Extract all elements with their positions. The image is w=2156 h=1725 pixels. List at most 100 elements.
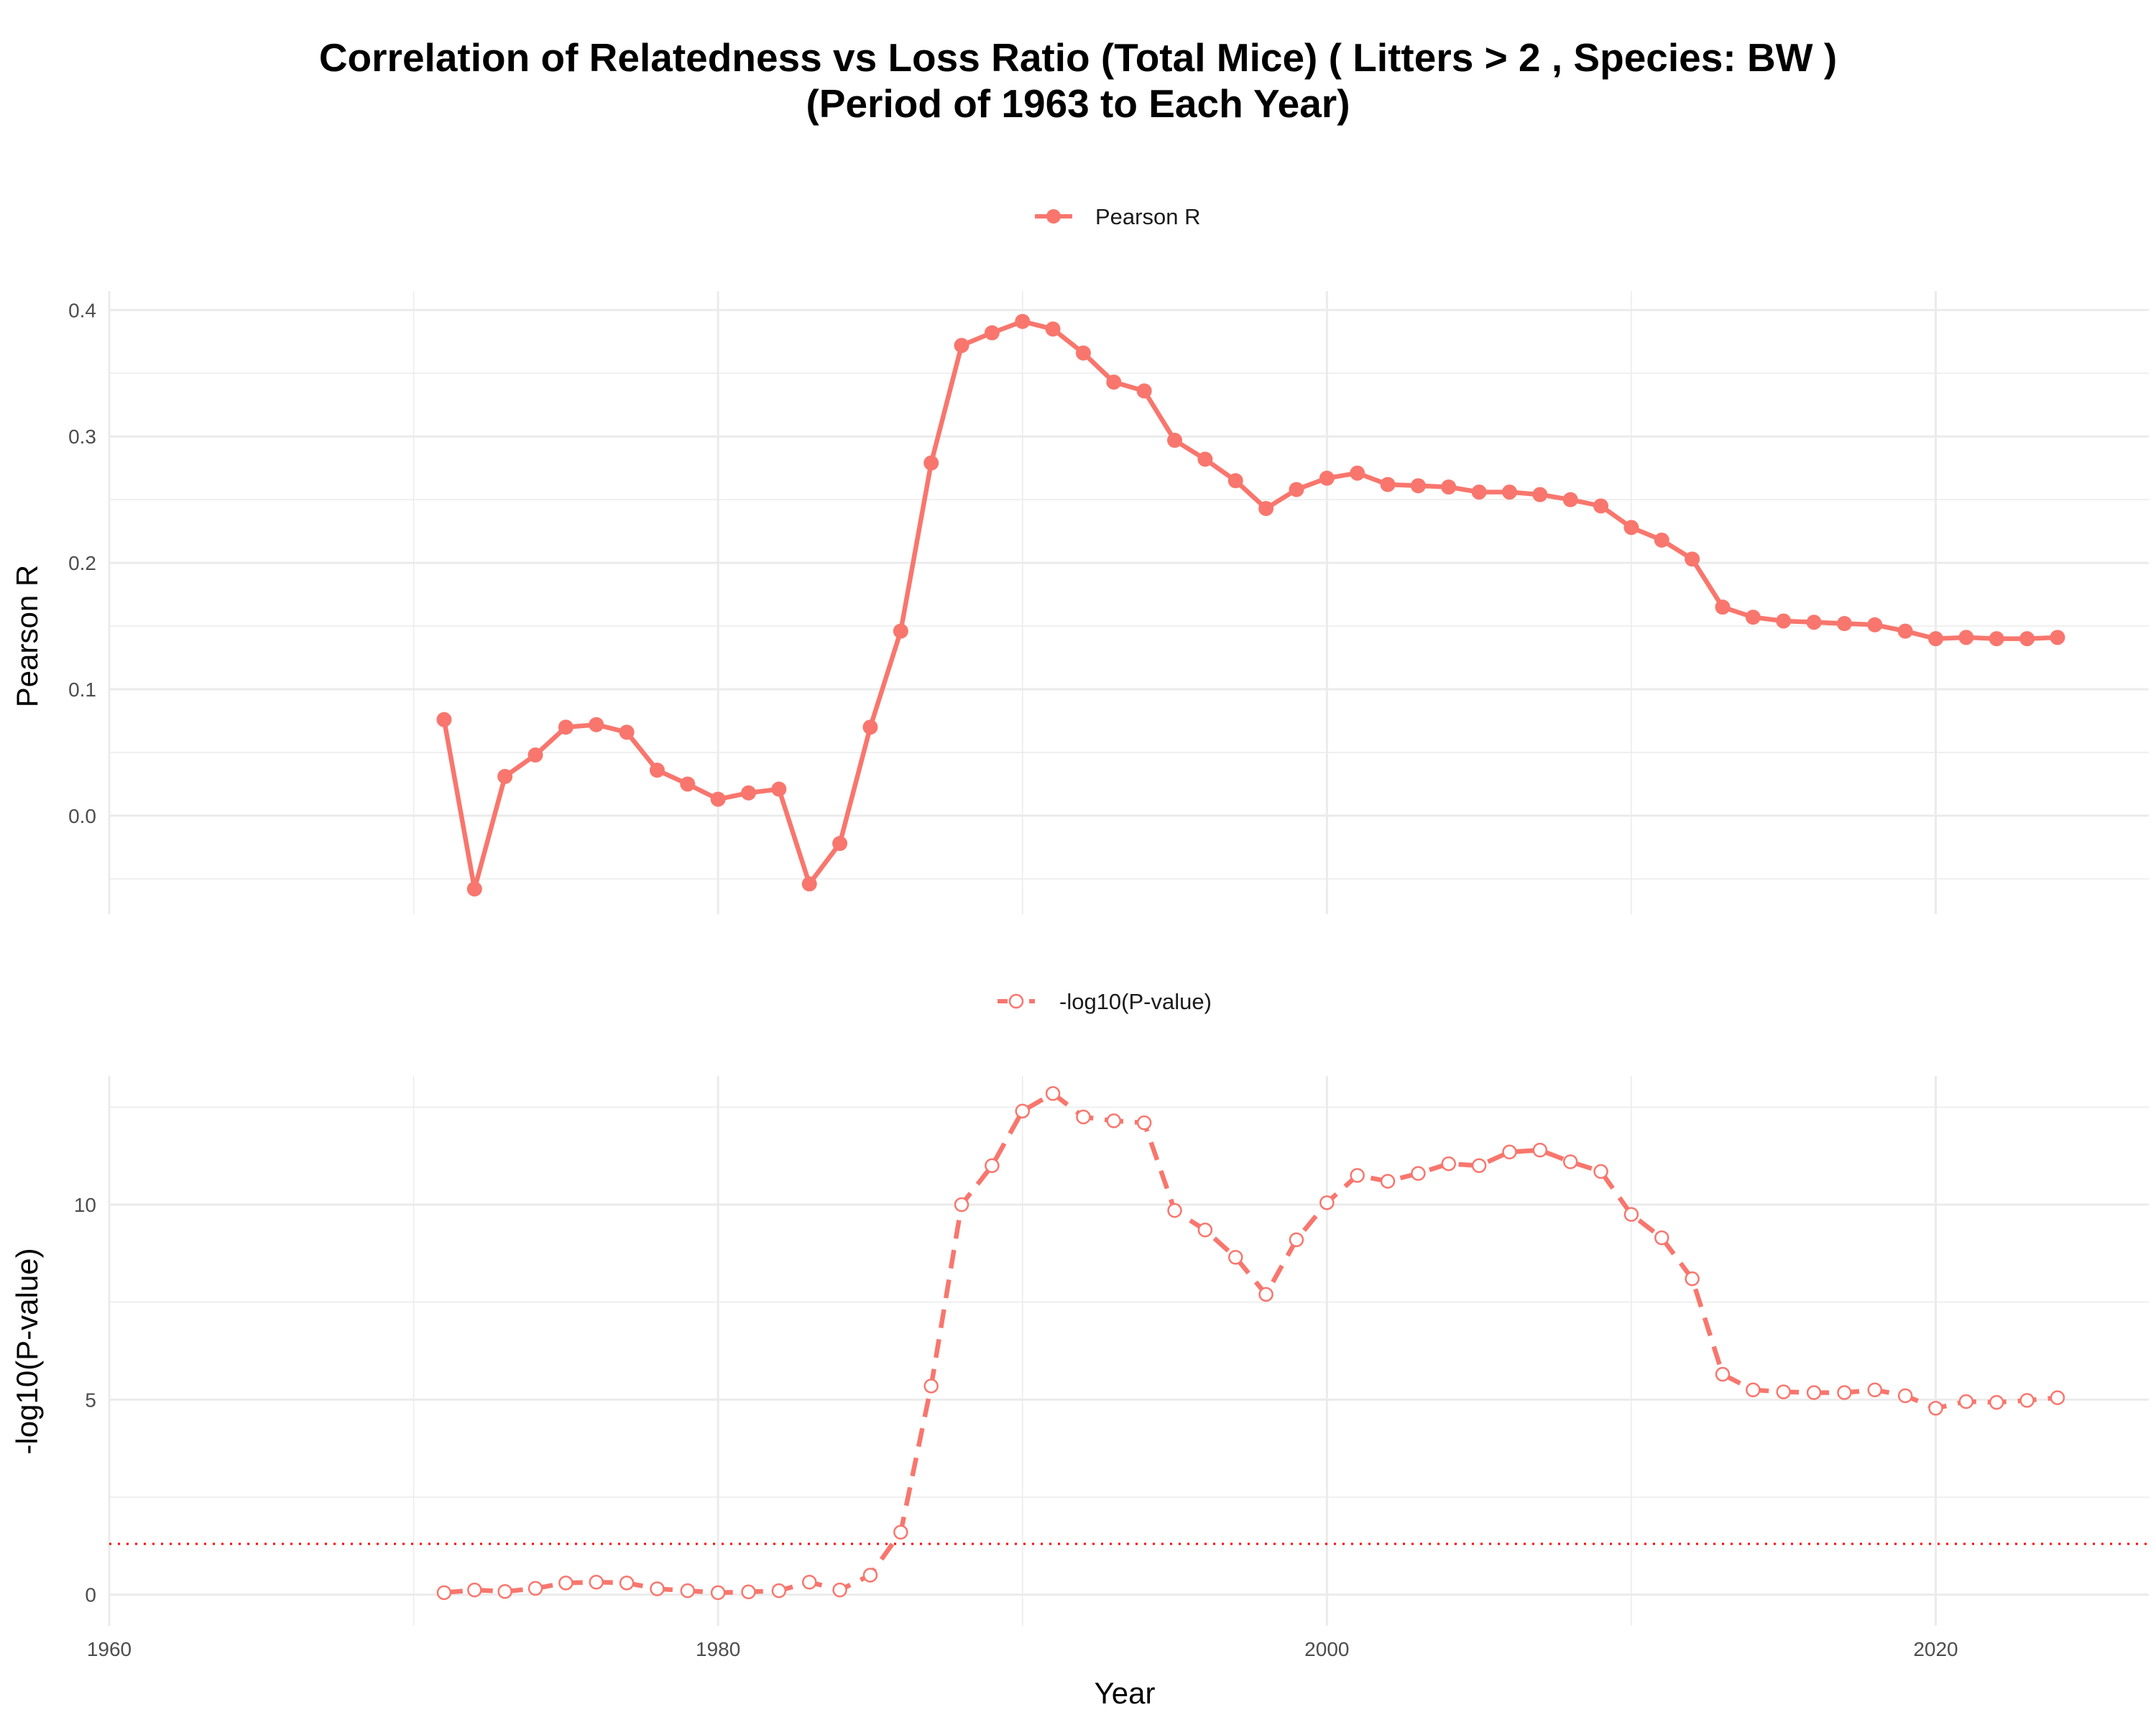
data-point: [1380, 1174, 1396, 1189]
x-tick-label: 2000: [1304, 1638, 1349, 1660]
data-point: [954, 1197, 969, 1213]
data-point: [1776, 1384, 1791, 1399]
panel-pvalue: 0 5 10 1960 1980 2000 2020: [74, 1076, 2149, 1660]
data-point: [1806, 615, 1822, 630]
y-axis-title-bottom: -log10(P-value): [10, 1248, 44, 1454]
data-point: [1076, 1109, 1091, 1125]
data-point: [1227, 473, 1243, 489]
series-line: [443, 1091, 2058, 1596]
data-point: [2019, 1393, 2035, 1408]
data-point: [1015, 313, 1031, 329]
y-tick-label: 0.0: [68, 805, 96, 827]
chart-title-line-1: Correlation of Relatedness vs Loss Ratio…: [318, 35, 1838, 80]
data-point: [923, 1379, 939, 1394]
data-point: [1989, 1394, 2004, 1410]
data-point: [1928, 1401, 1943, 1416]
data-point: [680, 1583, 696, 1598]
data-point: [1045, 321, 1061, 337]
data-point: [862, 1568, 878, 1583]
data-point: [558, 719, 573, 735]
data-point: [1897, 623, 1913, 639]
data-point: [497, 768, 513, 784]
data-point: [771, 781, 787, 797]
series-line: [441, 318, 2058, 892]
data-point: [1745, 610, 1761, 625]
x-axis-title: Year: [1095, 1676, 1156, 1710]
data-point: [741, 1584, 756, 1600]
data-point: [1350, 1168, 1365, 1183]
legend-pvalue-label: -log10(P-value): [1059, 989, 1212, 1014]
data-point: [1167, 1202, 1182, 1218]
data-point: [1501, 484, 1517, 500]
panel-pearson: 0.0 0.1 0.2 0.3 0.4: [68, 291, 2149, 914]
data-point: [1106, 374, 1122, 390]
data-point: [558, 1576, 573, 1591]
y-tick-label: 0.2: [68, 552, 96, 574]
data-point: [1532, 1142, 1548, 1158]
data-point: [1593, 1164, 1608, 1179]
data-point: [1867, 617, 1883, 632]
data-point: [1167, 433, 1183, 448]
legend-pvalue-marker: [1008, 993, 1024, 1009]
data-point: [893, 623, 908, 639]
data-point: [710, 791, 726, 807]
x-tick-label: 2020: [1913, 1638, 1958, 1660]
data-point: [1532, 487, 1548, 502]
data-point: [1441, 1156, 1457, 1172]
data-point: [1806, 1385, 1822, 1400]
data-point: [1075, 345, 1091, 361]
data-point: [528, 1581, 543, 1596]
data-point: [1593, 498, 1609, 514]
data-point: [1197, 451, 1213, 467]
data-point: [1897, 1388, 1913, 1404]
chart-title-line-2: (Period of 1963 to Each Year): [806, 81, 1350, 126]
data-point: [1228, 1250, 1243, 1265]
data-point: [1471, 484, 1487, 500]
data-point: [1685, 1271, 1700, 1287]
data-point: [1136, 1115, 1152, 1131]
data-point: [1927, 631, 1943, 647]
data-point: [1350, 465, 1365, 481]
data-point: [1958, 630, 1974, 645]
data-point: [680, 776, 696, 792]
data-point: [1441, 479, 1457, 495]
data-point: [1289, 1232, 1304, 1248]
data-point: [1045, 1086, 1061, 1101]
data-point: [801, 876, 817, 892]
data-point: [1015, 1103, 1030, 1119]
data-point: [2050, 1390, 2065, 1405]
data-point: [436, 712, 452, 727]
data-point: [1654, 532, 1669, 548]
data-point: [1380, 477, 1396, 492]
data-point: [1867, 1382, 1883, 1398]
data-point: [710, 1585, 726, 1601]
data-point: [741, 785, 757, 801]
data-point: [650, 1581, 665, 1596]
y-axis-title-top: Pearson R: [10, 565, 44, 707]
data-point: [1989, 631, 2004, 647]
data-point: [1136, 383, 1152, 399]
data-point: [1654, 1230, 1669, 1246]
data-point: [985, 1158, 1000, 1174]
data-point: [1471, 1158, 1487, 1174]
data-point: [893, 1524, 908, 1540]
data-point: [954, 338, 969, 354]
y-tick-label: 0.3: [68, 426, 96, 448]
data-point: [1623, 520, 1639, 535]
y-tick-label: 0: [85, 1584, 96, 1606]
data-point: [801, 1574, 817, 1590]
data-point: [467, 1582, 482, 1598]
data-point: [619, 724, 635, 740]
data-point: [528, 747, 543, 763]
data-point: [1319, 1195, 1335, 1210]
x-tick-label: 1980: [696, 1638, 740, 1660]
data-point: [1562, 492, 1578, 507]
data-point: [832, 1582, 847, 1598]
data-point: [1502, 1144, 1517, 1160]
data-point: [1715, 599, 1731, 615]
y-tick-label: 5: [85, 1389, 96, 1411]
data-point: [1319, 470, 1335, 486]
data-point: [1410, 478, 1426, 494]
data-point: [2019, 631, 2035, 647]
